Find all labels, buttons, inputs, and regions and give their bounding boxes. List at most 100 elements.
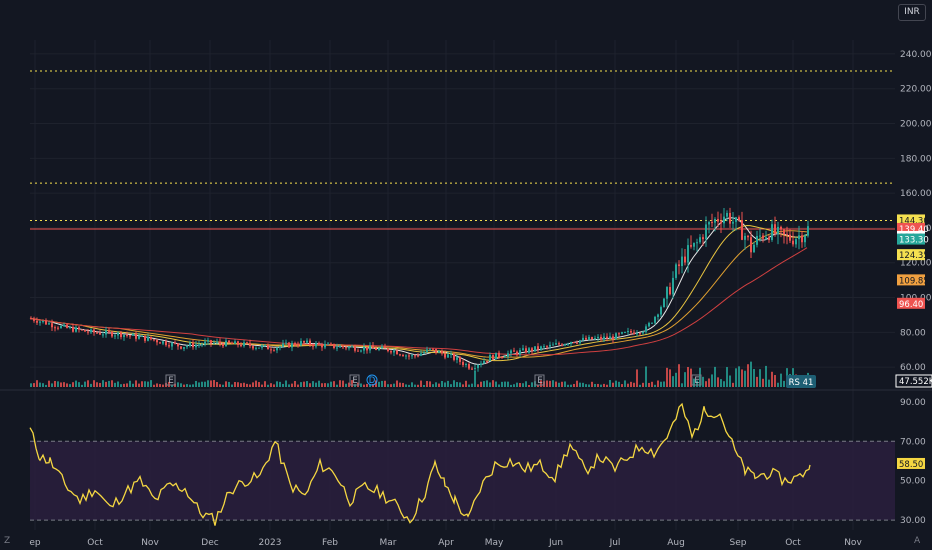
volume-bar: [627, 383, 629, 387]
volume-bar: [612, 382, 614, 387]
candle-body: [177, 343, 179, 347]
volume-bar: [213, 380, 215, 387]
volume-bar: [96, 382, 98, 387]
candle-body: [48, 323, 50, 325]
candle-body: [693, 242, 695, 247]
volume-bar: [291, 383, 293, 387]
candle-body: [363, 347, 365, 351]
time-axis-tick: Dec: [201, 538, 218, 548]
volume-bar: [681, 383, 683, 387]
volume-bar: [108, 380, 110, 387]
volume-bar: [171, 384, 173, 387]
volume-bar: [672, 376, 674, 387]
candle-body: [306, 340, 308, 343]
volume-bar: [513, 384, 515, 387]
volume-bar: [87, 380, 89, 387]
candle-body: [618, 333, 620, 335]
volume-bar: [456, 382, 458, 387]
candle-body: [312, 344, 314, 347]
candle-body: [657, 314, 659, 317]
volume-bar: [600, 384, 602, 387]
volume-bar: [225, 381, 227, 387]
candle-body: [348, 346, 350, 349]
volume-bar: [240, 383, 242, 387]
candle-body: [270, 349, 272, 351]
candle-body: [789, 234, 791, 241]
volume-bar: [276, 381, 278, 387]
candle-body: [723, 216, 725, 224]
volume-bar: [393, 383, 395, 387]
zoom-icon[interactable]: Z: [4, 536, 11, 546]
auto-scale-button[interactable]: A: [914, 536, 921, 546]
volume-bar: [459, 382, 461, 387]
volume-bar: [750, 361, 752, 387]
candle-body: [402, 355, 404, 357]
volume-bar: [297, 384, 299, 387]
volume-bar: [465, 380, 467, 387]
event-label: E: [694, 376, 699, 386]
candle-body: [183, 347, 185, 349]
candle-body: [783, 229, 785, 235]
candle-body: [540, 346, 542, 350]
volume-bar: [567, 384, 569, 387]
volume-bar: [675, 372, 677, 387]
candle-body: [426, 349, 428, 353]
candle-body: [324, 343, 326, 348]
candle-body: [60, 326, 62, 329]
volume-bar: [639, 384, 641, 387]
candle-body: [435, 348, 437, 353]
volume-bar: [540, 380, 542, 387]
candle-body: [141, 335, 143, 337]
volume-bar: [645, 366, 647, 387]
candle-body: [51, 323, 53, 328]
candle-body: [732, 221, 734, 224]
volume-bar: [144, 381, 146, 387]
volume-bar: [153, 384, 155, 387]
volume-bar: [156, 383, 158, 387]
candle-body: [681, 256, 683, 267]
candle-body: [726, 212, 728, 217]
volume-bar: [426, 380, 428, 387]
volume-bar: [696, 380, 698, 387]
candle-body: [792, 240, 794, 245]
volume-tag: [895, 374, 932, 388]
candle-body: [795, 239, 797, 245]
candle-body: [438, 351, 440, 353]
volume-bar: [60, 382, 62, 387]
volume-bar: [381, 380, 383, 387]
candle-body: [279, 346, 281, 348]
candle-body: [714, 218, 716, 223]
volume-bar: [732, 382, 734, 387]
candle-body: [534, 346, 536, 352]
volume-bar: [129, 380, 131, 387]
volume-bar: [30, 383, 32, 387]
candle-body: [741, 220, 743, 240]
price-axis-tick: 220.00: [900, 85, 932, 95]
volume-bar: [261, 384, 263, 387]
candle-body: [303, 340, 305, 343]
candle-body: [429, 348, 431, 350]
volume-bar: [693, 378, 695, 387]
time-axis-tick: Sep: [730, 538, 747, 548]
volume-bar: [765, 365, 767, 387]
currency-button[interactable]: INR: [898, 4, 926, 21]
candle-body: [111, 331, 113, 337]
rsi-band: [30, 441, 895, 521]
volume-bar: [81, 384, 83, 387]
price-tag: [897, 249, 925, 261]
candle-body: [207, 340, 209, 342]
candle-body: [129, 335, 131, 337]
price-axis-tick: 200.00: [900, 120, 932, 130]
volume-bar: [72, 382, 74, 387]
volume-bar: [444, 382, 446, 387]
volume-bar: [84, 381, 86, 387]
volume-bar: [273, 384, 275, 387]
volume-bar: [36, 380, 38, 387]
candle-body: [39, 321, 41, 323]
candle-body: [309, 340, 311, 345]
candle-body: [351, 346, 353, 348]
candle-body: [264, 344, 266, 346]
candle-body: [105, 330, 107, 335]
candle-body: [753, 244, 755, 253]
